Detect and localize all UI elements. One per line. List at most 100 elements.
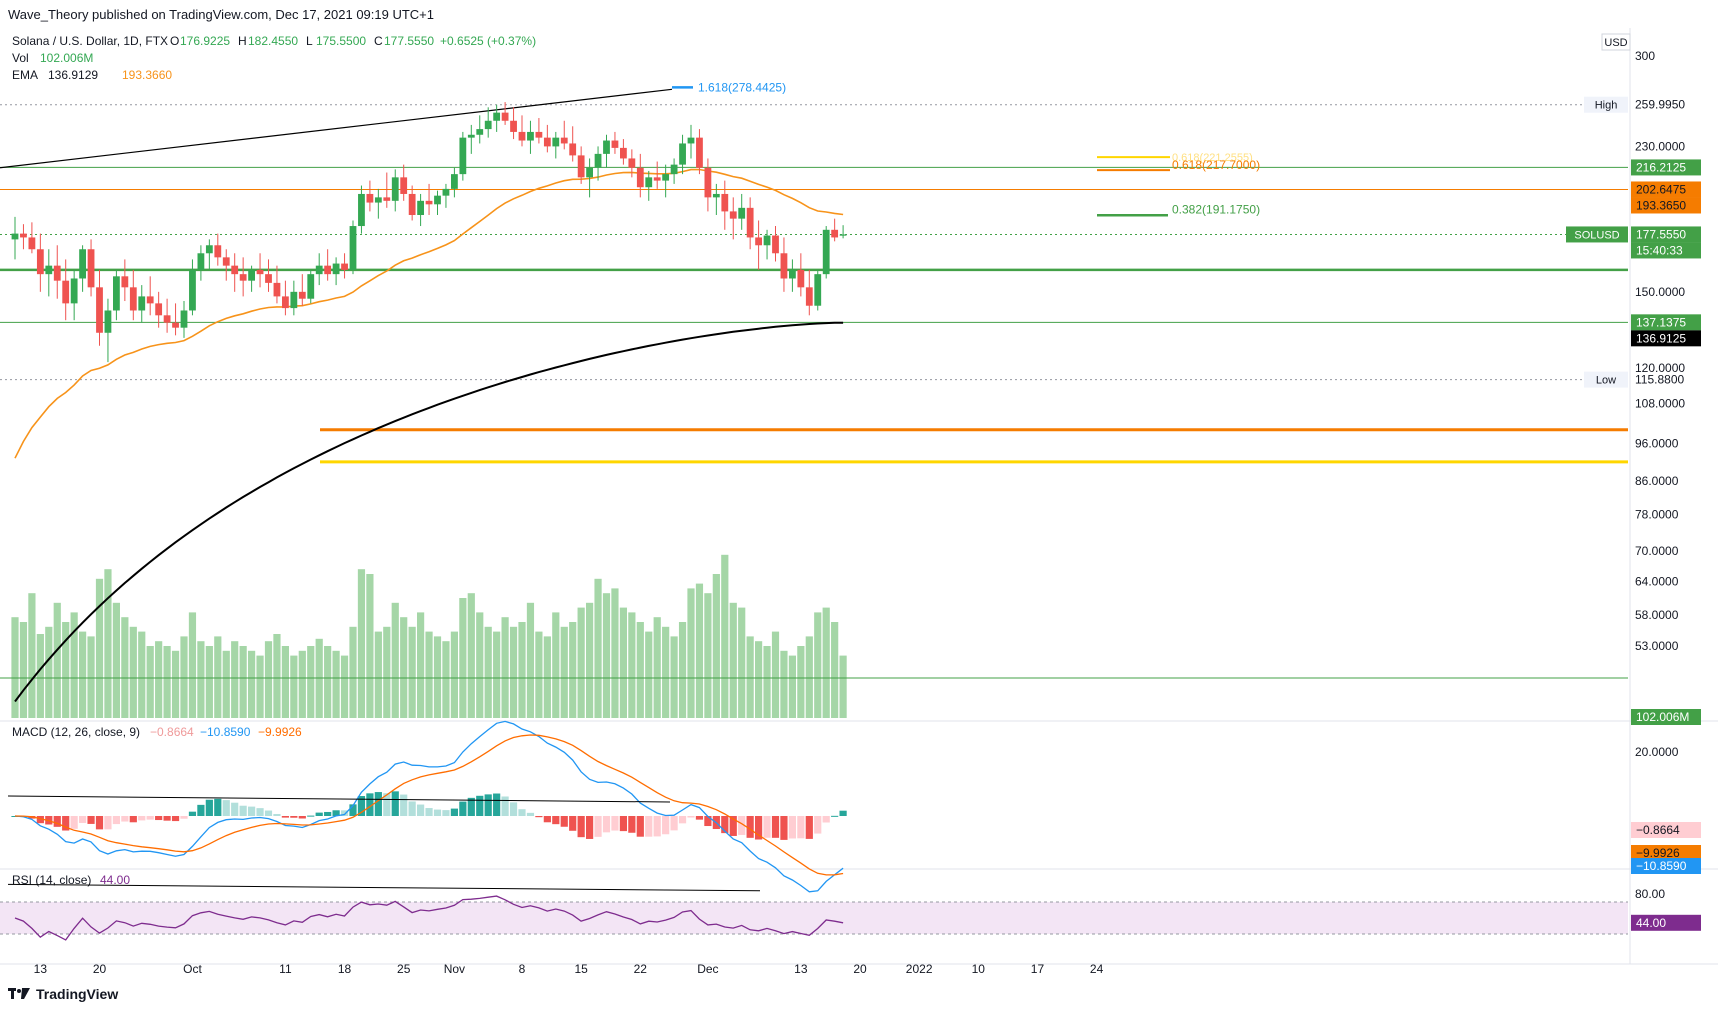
footer-brand[interactable]: TradingView (8, 986, 118, 1002)
volume-bar (602, 593, 611, 718)
macd-histogram-bar (805, 816, 813, 839)
price-badge (1631, 314, 1701, 331)
macd-histogram-bar (374, 792, 382, 816)
macd-badge-label: −10.8590 (1636, 859, 1687, 873)
volume-bar (239, 646, 247, 718)
volume-bar (349, 626, 357, 718)
price-tick-label: 150.0000 (1635, 285, 1685, 299)
currency-button[interactable] (1601, 33, 1631, 51)
candle-body (180, 310, 188, 328)
tradingview-logo-icon (8, 988, 30, 999)
volume-bar (180, 636, 188, 718)
price-label-tag (1584, 371, 1628, 388)
macd-histogram-bar (653, 816, 661, 837)
volume-bar (459, 598, 467, 718)
volume-bar (163, 646, 171, 718)
candle-body (28, 237, 36, 250)
candle-body (805, 287, 813, 306)
volume-bar (45, 626, 53, 718)
macd-histogram-bar (569, 816, 577, 831)
rsi-legend-value: 44.00 (100, 873, 130, 887)
macd-histogram-bar (476, 795, 484, 816)
macd-histogram-bar (231, 802, 239, 816)
macd-histogram-bar (248, 806, 256, 816)
price-badge-label: 137.1375 (1636, 315, 1686, 329)
candle-body (332, 263, 340, 275)
candle-body (603, 140, 610, 154)
macd-histogram-bar (704, 816, 712, 827)
candle-body (298, 291, 306, 299)
rsi-legend-label: RSI (14, close) (12, 873, 91, 887)
macd-histogram-bar (425, 808, 433, 816)
candle-body (146, 296, 154, 304)
candle-body (484, 120, 492, 130)
volume-bar (628, 612, 636, 718)
candle-body (231, 265, 239, 275)
volume-bar (214, 636, 222, 718)
chart-canvas[interactable]: 1.618(278.4425) 0.618(221.2555)0.618(217.… (0, 28, 1718, 983)
candle-body (222, 257, 230, 266)
time-tick-label: 22 (634, 962, 648, 976)
candle-body (341, 263, 348, 270)
price-label-text: Low (1596, 375, 1616, 387)
macd-histogram-bar (780, 816, 788, 840)
volume-bar (62, 622, 70, 718)
volume-bar (129, 626, 137, 718)
price-tick-label: 96.0000 (1635, 437, 1679, 451)
time-tick-label: 15 (574, 962, 588, 976)
candle-body (307, 274, 315, 299)
candle-body (797, 269, 805, 288)
fib-0618-faded-label: 0.618(221.2555) (1172, 152, 1253, 164)
volume-bar (721, 554, 729, 718)
volume-bar (797, 646, 805, 718)
legend-ema-value-1: 136.9129 (48, 68, 98, 82)
macd-histogram-bar (239, 805, 247, 816)
volume-bar (509, 626, 518, 718)
macd-histogram-bar (721, 816, 729, 834)
fib-1618-label: 1.618(278.4425) (698, 80, 786, 94)
price-badge-label: 193.3650 (1636, 198, 1686, 212)
price-badge-label: 216.2125 (1636, 160, 1686, 174)
macd-histogram-bar (146, 816, 154, 820)
candle-body (417, 200, 424, 216)
candle-body (366, 193, 374, 203)
macd-histogram-bar (738, 816, 746, 835)
time-tick-label: 8 (519, 962, 526, 976)
macd-histogram-bar (298, 816, 306, 819)
volume-bar (281, 646, 289, 718)
price-badge (1631, 242, 1701, 259)
macd-histogram-bar (518, 809, 526, 816)
macd-histogram-bar (662, 816, 670, 835)
price-label-tag (1584, 96, 1628, 113)
volume-bar (484, 626, 492, 718)
volume-bar (670, 636, 678, 718)
time-tick-label: Nov (444, 962, 465, 976)
volume-bar (577, 607, 585, 718)
candle-body (358, 193, 365, 227)
candle-body (53, 265, 61, 281)
candle-body (738, 207, 746, 219)
macd-histogram-bar (79, 816, 87, 823)
candle-body (645, 177, 653, 188)
macd-histogram-bar (493, 793, 501, 816)
rsi-line (14, 895, 844, 941)
macd-histogram-bar (36, 816, 44, 824)
macd-histogram-bar (526, 812, 535, 816)
volume-bar (738, 607, 746, 718)
macd-histogram-bar (222, 800, 230, 816)
macd-histogram-bar (87, 816, 95, 824)
candle-body (552, 137, 560, 147)
legend-vol-value: 102.006M (40, 51, 93, 65)
volume-bar (155, 641, 163, 718)
macd-histogram-bar (383, 793, 391, 816)
candle-body (265, 274, 272, 283)
volume-bar (763, 646, 771, 718)
macd-histogram-bar (315, 812, 323, 816)
macd-histogram-bar (602, 816, 611, 833)
volume-bar (442, 641, 450, 718)
price-badge (1631, 330, 1701, 347)
candle-body (535, 131, 543, 138)
candle-body (662, 174, 670, 181)
volume-bar (70, 612, 78, 718)
macd-divergence-line (7, 795, 671, 803)
